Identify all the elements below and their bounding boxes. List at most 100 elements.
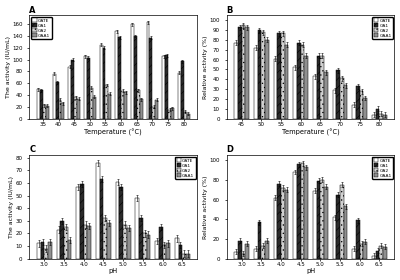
Bar <box>100 179 104 259</box>
Bar <box>64 227 68 259</box>
Bar <box>383 247 387 259</box>
Bar <box>238 27 242 119</box>
Legend: GATE, GA1, GA2, GAA1: GATE, GA1, GA2, GAA1 <box>175 157 196 179</box>
Bar <box>277 33 281 119</box>
Bar <box>344 85 348 119</box>
Bar <box>360 91 364 119</box>
Bar <box>356 220 360 259</box>
Bar <box>155 241 159 259</box>
Bar <box>62 103 64 119</box>
Y-axis label: The activity (IU/mL): The activity (IU/mL) <box>6 36 10 98</box>
Text: D: D <box>227 146 234 155</box>
Bar <box>333 90 336 119</box>
Bar <box>46 106 49 119</box>
Bar <box>324 187 328 259</box>
Bar <box>336 71 340 119</box>
Bar <box>168 110 171 119</box>
Bar <box>90 88 93 119</box>
Bar <box>104 218 107 259</box>
Bar <box>48 242 52 259</box>
Bar <box>186 254 190 259</box>
Bar <box>76 187 80 259</box>
Bar <box>380 114 383 119</box>
Bar <box>178 245 182 259</box>
Legend: GATE, GA1, GA2, GAA1: GATE, GA1, GA2, GAA1 <box>372 157 393 179</box>
Bar <box>320 56 324 119</box>
Bar <box>162 245 166 259</box>
Bar <box>57 230 60 259</box>
Bar <box>313 76 317 119</box>
Bar <box>245 27 249 119</box>
Text: C: C <box>29 146 36 155</box>
Bar <box>301 45 304 119</box>
Bar <box>181 61 184 119</box>
X-axis label: Temperature (°C): Temperature (°C) <box>282 129 340 136</box>
Bar <box>313 191 317 259</box>
Bar <box>304 56 308 119</box>
Bar <box>285 190 288 259</box>
Bar <box>258 222 261 259</box>
Bar <box>274 59 277 119</box>
Bar <box>146 22 150 119</box>
Bar <box>317 181 320 259</box>
Bar <box>380 246 383 259</box>
Bar <box>108 94 111 119</box>
Bar <box>140 99 143 119</box>
Bar <box>261 246 265 259</box>
Bar <box>182 254 186 259</box>
X-axis label: pH: pH <box>109 269 118 274</box>
Bar <box>372 256 376 259</box>
Bar <box>245 244 249 259</box>
Bar <box>165 55 168 119</box>
Bar <box>136 198 139 259</box>
Y-axis label: Relative activity (%): Relative activity (%) <box>203 175 208 239</box>
Bar <box>162 56 165 119</box>
Bar <box>100 45 102 119</box>
Bar <box>175 239 178 259</box>
Bar <box>139 218 143 259</box>
Bar <box>261 32 265 119</box>
Bar <box>178 73 181 119</box>
Bar <box>71 60 74 119</box>
Bar <box>53 74 56 119</box>
Legend: GATE, GA1, GA2, GAA1: GATE, GA1, GA2, GAA1 <box>31 17 52 39</box>
X-axis label: Temperature (°C): Temperature (°C) <box>84 129 142 136</box>
Bar <box>137 90 140 119</box>
Y-axis label: Relative activity (%): Relative activity (%) <box>203 35 208 99</box>
Bar <box>146 235 150 259</box>
Bar <box>123 225 127 259</box>
Bar <box>166 244 170 259</box>
Bar <box>134 36 137 119</box>
Bar <box>364 242 367 259</box>
Bar <box>150 38 152 119</box>
Bar <box>131 24 134 119</box>
Bar <box>68 240 72 259</box>
Bar <box>87 58 90 119</box>
Bar <box>84 56 87 119</box>
Bar <box>96 163 100 259</box>
X-axis label: pH: pH <box>306 269 315 274</box>
Bar <box>44 249 48 259</box>
Bar <box>297 43 301 119</box>
Bar <box>333 217 336 259</box>
Bar <box>37 244 41 259</box>
Bar <box>344 206 348 259</box>
Bar <box>60 221 64 259</box>
Bar <box>234 43 238 119</box>
Bar <box>107 223 111 259</box>
Bar <box>277 184 281 259</box>
Bar <box>254 249 258 259</box>
Bar <box>324 73 328 119</box>
Bar <box>184 112 187 119</box>
Bar <box>356 86 360 119</box>
Bar <box>340 185 344 259</box>
Bar <box>143 233 146 259</box>
Bar <box>118 37 121 119</box>
Text: B: B <box>227 6 233 15</box>
Bar <box>265 40 269 119</box>
Bar <box>281 33 285 119</box>
Bar <box>116 182 120 259</box>
Bar <box>254 48 258 119</box>
Bar <box>274 198 277 259</box>
Bar <box>336 195 340 259</box>
